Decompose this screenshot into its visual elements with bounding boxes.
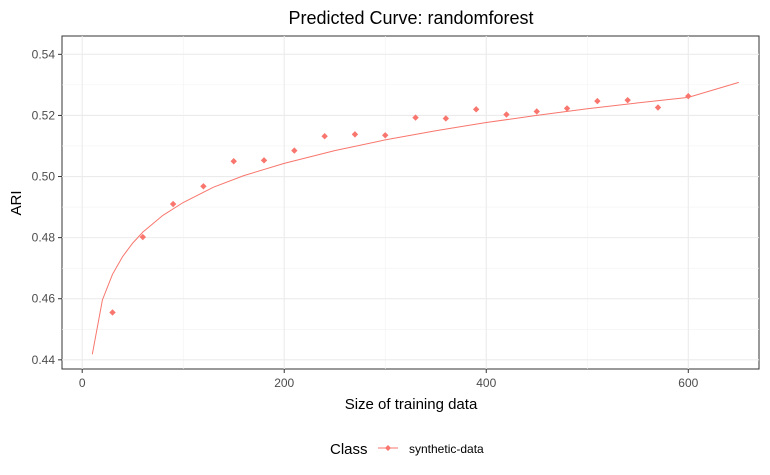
data-point [169,200,177,208]
data-point [109,309,116,316]
legend-title: Class [330,441,368,458]
y-tick-label: 0.46 [32,292,56,306]
y-tick-label: 0.48 [32,231,56,245]
x-tick-label: 200 [274,376,294,390]
x-tick-label: 400 [476,376,496,390]
fitted-curve-line [91,81,739,355]
y-tick-label: 0.50 [32,170,56,184]
data-point [654,104,662,111]
plot-panel [61,35,760,370]
data-point [260,157,268,164]
data-point [685,92,692,100]
chart-title: Predicted Curve: randomforest [288,8,533,28]
data-point [503,111,510,118]
data-point [624,96,631,104]
data-point [563,105,571,112]
y-tick-label: 0.54 [32,47,56,61]
data-point [200,183,207,190]
x-tick-label: 0 [79,376,86,390]
data-points [109,92,692,316]
data-point [321,133,328,140]
grid-major [62,36,759,369]
data-point [442,115,450,122]
data-point [382,132,389,139]
data-point [351,131,359,138]
y-axis-title: ARI [8,190,25,215]
data-point [533,108,540,115]
data-point [139,233,147,241]
x-axis-title: Size of training data [345,396,478,413]
legend-entry-synthetic-data: synthetic-data [409,442,484,456]
y-tick-label: 0.52 [32,108,56,122]
grid-minor [62,36,759,369]
data-point [594,97,601,105]
x-tick-label: 600 [678,376,698,390]
data-point [291,147,298,154]
data-point [230,158,237,165]
y-axis-ticks: 0.44 0.46 0.48 0.50 0.52 0.54 [32,47,62,367]
legend-key-point [385,445,391,451]
data-point [472,106,480,113]
y-tick-label: 0.44 [32,353,56,367]
legend: Class synthetic-data [330,441,484,458]
data-point [412,114,419,121]
x-axis-ticks: 0 200 400 600 [79,369,699,390]
